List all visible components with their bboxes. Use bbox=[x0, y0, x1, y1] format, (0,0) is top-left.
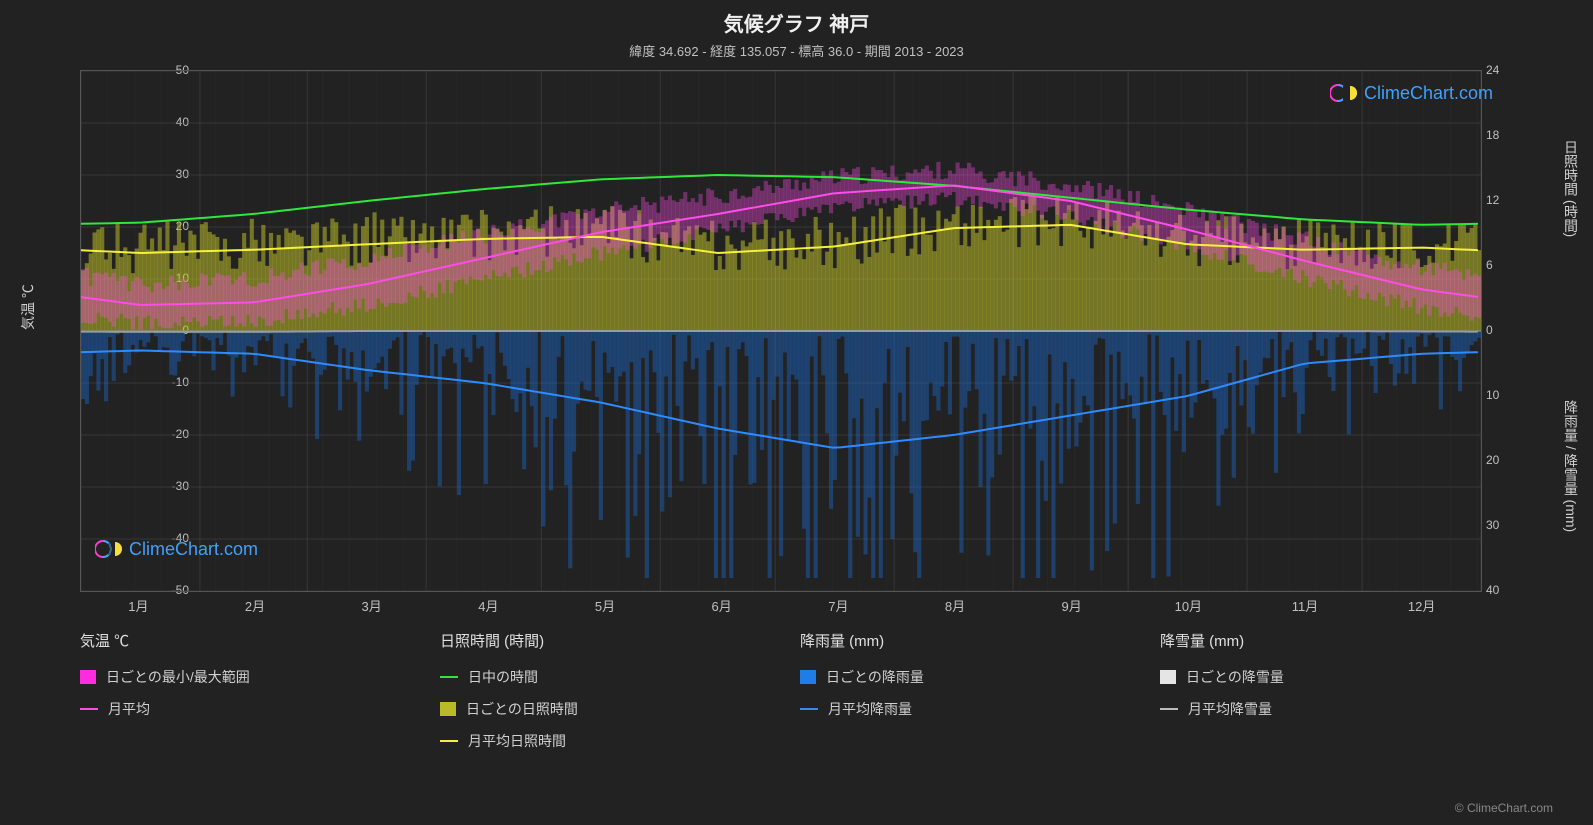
x-tick-month: 8月 bbox=[945, 596, 965, 615]
x-tick-month: 12月 bbox=[1408, 596, 1435, 615]
legend-label: 日ごとの日照時間 bbox=[466, 699, 578, 719]
legend-col-rain: 降雨量 (mm) 日ごとの降雨量月平均降雨量 bbox=[800, 630, 1100, 751]
legend-item: 日ごとの日照時間 bbox=[440, 699, 740, 719]
legend-header: 日照時間 (時間) bbox=[440, 630, 740, 651]
legend-label: 日中の時間 bbox=[468, 667, 538, 687]
legend-swatch bbox=[80, 708, 98, 710]
x-tick-month: 1月 bbox=[128, 596, 148, 615]
legend-item: 月平均 bbox=[80, 699, 380, 719]
brand-text: ClimeChart.com bbox=[1364, 83, 1493, 104]
y-axis-right-bottom-label: 降雨量 / 降雪量 (mm) bbox=[1561, 400, 1581, 532]
y-right-bottom-tick: 20 bbox=[1486, 453, 1526, 467]
legend-item: 日ごとの降雨量 bbox=[800, 667, 1100, 687]
legend-label: 月平均降雨量 bbox=[828, 699, 912, 719]
legend-label: 日ごとの降雪量 bbox=[1186, 667, 1284, 687]
brand-icon bbox=[95, 538, 123, 560]
brand-text: ClimeChart.com bbox=[129, 539, 258, 560]
legend-swatch bbox=[800, 708, 818, 710]
legend-label: 月平均日照時間 bbox=[468, 731, 566, 751]
y-axis-right-top-label: 日照時間 (時間) bbox=[1561, 140, 1581, 237]
y-right-top-tick: 24 bbox=[1486, 63, 1526, 77]
chart-title: 気候グラフ 神戸 bbox=[0, 0, 1593, 37]
legend-label: 日ごとの降雨量 bbox=[826, 667, 924, 687]
legend-swatch bbox=[440, 676, 458, 678]
legend-header: 降雪量 (mm) bbox=[1160, 630, 1460, 651]
legend-swatch bbox=[1160, 708, 1178, 710]
brand-logo-top-right: ClimeChart.com bbox=[1330, 82, 1493, 104]
climate-chart-container: 気候グラフ 神戸 緯度 34.692 - 経度 135.057 - 標高 36.… bbox=[0, 0, 1593, 825]
x-tick-month: 5月 bbox=[595, 596, 615, 615]
x-tick-month: 3月 bbox=[362, 596, 382, 615]
legend-item: 日中の時間 bbox=[440, 667, 740, 687]
legend-item: 月平均降雪量 bbox=[1160, 699, 1460, 719]
legend-item: 月平均日照時間 bbox=[440, 731, 740, 751]
legend-swatch bbox=[80, 670, 96, 684]
x-tick-month: 11月 bbox=[1292, 596, 1319, 615]
legend-items: 日ごとの降雨量月平均降雨量 bbox=[800, 667, 1100, 719]
brand-icon bbox=[1330, 82, 1358, 104]
legend-swatch bbox=[440, 702, 456, 716]
y-axis-left-label: 気温 ℃ bbox=[18, 284, 38, 330]
legend-item: 日ごとの降雪量 bbox=[1160, 667, 1460, 687]
legend-label: 月平均 bbox=[108, 699, 150, 719]
x-tick-month: 2月 bbox=[245, 596, 265, 615]
legend-swatch bbox=[1160, 670, 1176, 684]
y-right-bottom-tick: 10 bbox=[1486, 388, 1526, 402]
legend-label: 日ごとの最小/最大範囲 bbox=[106, 667, 250, 687]
x-tick-month: 10月 bbox=[1175, 596, 1202, 615]
chart-subtitle: 緯度 34.692 - 経度 135.057 - 標高 36.0 - 期間 20… bbox=[0, 37, 1593, 60]
y-right-bottom-tick: 40 bbox=[1486, 583, 1526, 597]
x-tick-month: 4月 bbox=[478, 596, 498, 615]
x-tick-month: 6月 bbox=[712, 596, 732, 615]
legend-col-temp: 気温 ℃ 日ごとの最小/最大範囲月平均 bbox=[80, 630, 380, 751]
plot-svg bbox=[81, 71, 1481, 591]
legend-item: 日ごとの最小/最大範囲 bbox=[80, 667, 380, 687]
plot-area bbox=[80, 70, 1482, 592]
legend-label: 月平均降雪量 bbox=[1188, 699, 1272, 719]
x-tick-month: 9月 bbox=[1062, 596, 1082, 615]
legend-items: 日ごとの降雪量月平均降雪量 bbox=[1160, 667, 1460, 719]
legend-col-sun: 日照時間 (時間) 日中の時間日ごとの日照時間月平均日照時間 bbox=[440, 630, 740, 751]
y-right-top-tick: 18 bbox=[1486, 128, 1526, 142]
legend-items: 日中の時間日ごとの日照時間月平均日照時間 bbox=[440, 667, 740, 751]
legend-col-snow: 降雪量 (mm) 日ごとの降雪量月平均降雪量 bbox=[1160, 630, 1460, 751]
legend-swatch bbox=[800, 670, 816, 684]
legend-header: 降雨量 (mm) bbox=[800, 630, 1100, 651]
legend-header: 気温 ℃ bbox=[80, 630, 380, 651]
legend-swatch bbox=[440, 740, 458, 742]
y-right-top-tick: 0 bbox=[1486, 323, 1526, 337]
legend-item: 月平均降雨量 bbox=[800, 699, 1100, 719]
legend-items: 日ごとの最小/最大範囲月平均 bbox=[80, 667, 380, 719]
x-tick-month: 7月 bbox=[828, 596, 848, 615]
brand-logo-bottom-left: ClimeChart.com bbox=[95, 538, 258, 560]
y-right-top-tick: 12 bbox=[1486, 193, 1526, 207]
credit-text: © ClimeChart.com bbox=[1455, 801, 1553, 815]
y-right-bottom-tick: 30 bbox=[1486, 518, 1526, 532]
y-right-top-tick: 6 bbox=[1486, 258, 1526, 272]
legend: 気温 ℃ 日ごとの最小/最大範囲月平均 日照時間 (時間) 日中の時間日ごとの日… bbox=[80, 630, 1480, 751]
